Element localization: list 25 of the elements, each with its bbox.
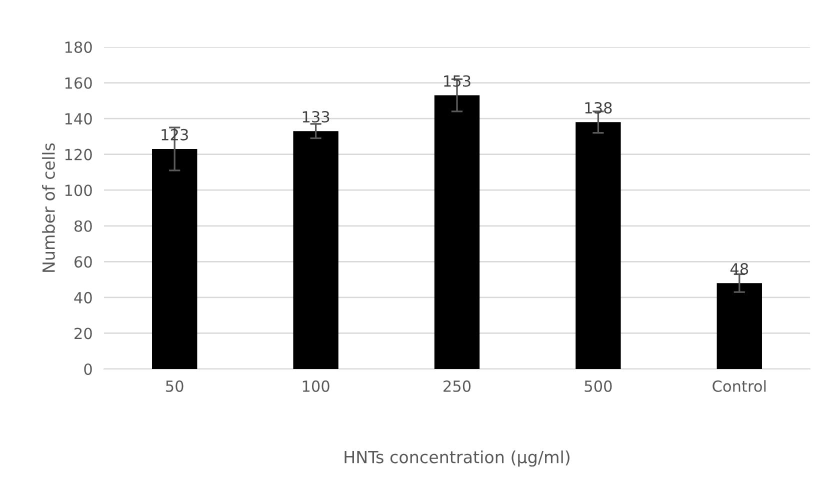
bar <box>576 122 621 369</box>
y-tick-label: 20 <box>74 328 92 340</box>
x-tick-label: 500 <box>584 380 612 392</box>
y-axis-title: Number of cells <box>42 143 55 272</box>
y-tick-label: 0 <box>84 363 92 376</box>
data-label: 133 <box>302 111 330 123</box>
x-tick-label: 250 <box>444 380 471 392</box>
y-tick-label: 180 <box>65 41 92 54</box>
data-label: 48 <box>730 263 748 275</box>
bar <box>293 131 338 369</box>
y-tick-label: 160 <box>65 77 92 89</box>
y-tick-label: 40 <box>74 292 92 304</box>
x-axis-title: HNTs concentration (µg/ml) <box>344 450 570 467</box>
y-tick-label: 120 <box>65 148 92 160</box>
y-tick-label: 100 <box>65 184 92 196</box>
x-tick-label: Control <box>712 380 766 392</box>
y-tick-label: 60 <box>74 256 92 268</box>
data-label: 138 <box>585 102 612 114</box>
x-tick-label: 100 <box>302 380 330 392</box>
y-tick-label: 80 <box>74 220 92 232</box>
x-tick-label: 50 <box>166 380 184 392</box>
bar <box>716 283 762 369</box>
y-tick-label: 140 <box>65 113 92 125</box>
bar <box>152 148 198 369</box>
bar <box>434 95 480 369</box>
